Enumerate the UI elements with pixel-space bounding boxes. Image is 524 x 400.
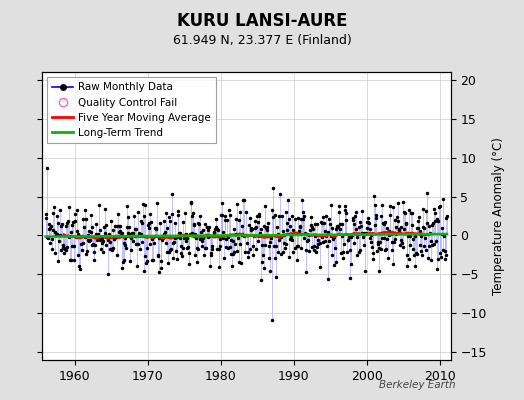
Text: Berkeley Earth: Berkeley Earth bbox=[379, 380, 456, 390]
Y-axis label: Temperature Anomaly (°C): Temperature Anomaly (°C) bbox=[492, 137, 505, 295]
Text: 61.949 N, 23.377 E (Finland): 61.949 N, 23.377 E (Finland) bbox=[172, 34, 352, 47]
Legend: Raw Monthly Data, Quality Control Fail, Five Year Moving Average, Long-Term Tren: Raw Monthly Data, Quality Control Fail, … bbox=[47, 77, 216, 143]
Text: KURU LANSI-AURE: KURU LANSI-AURE bbox=[177, 12, 347, 30]
